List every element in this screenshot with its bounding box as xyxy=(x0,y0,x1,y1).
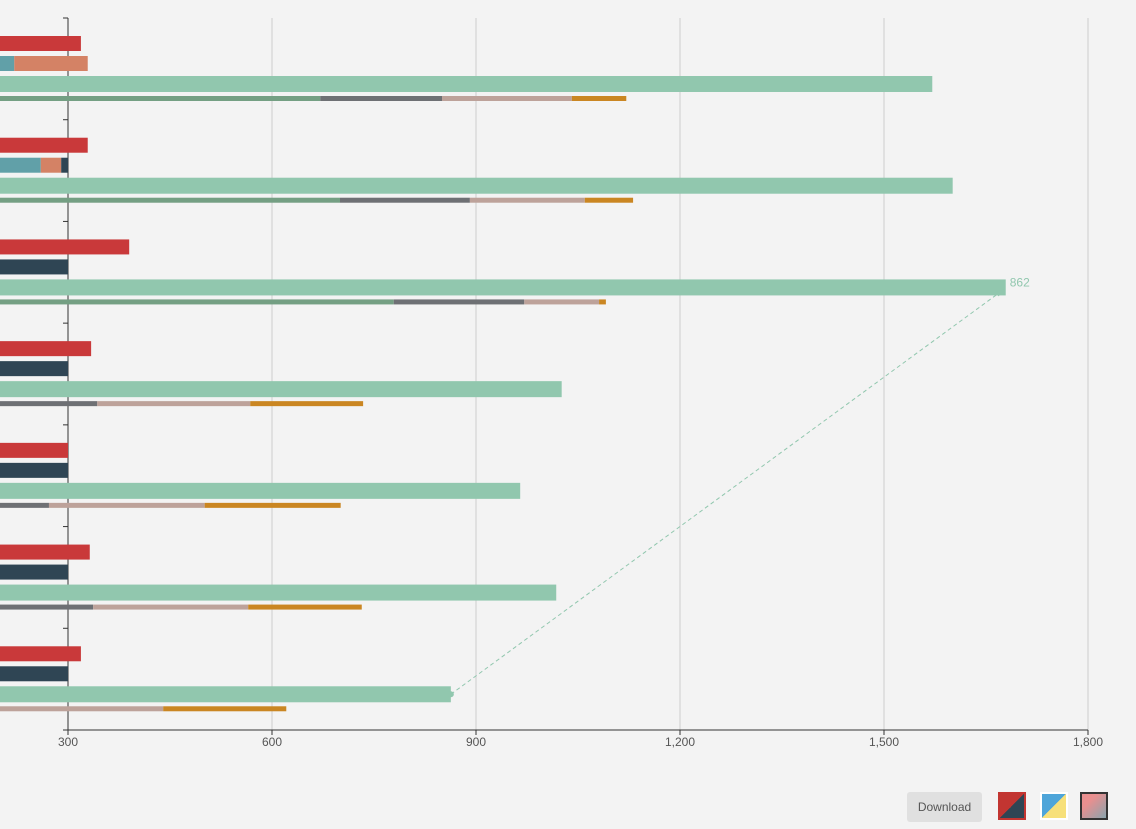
bar xyxy=(250,401,364,407)
bar xyxy=(204,502,341,508)
bar xyxy=(0,646,81,662)
bar xyxy=(0,482,521,499)
theme-swatch[interactable] xyxy=(998,792,1026,820)
bar xyxy=(0,36,81,51)
bar xyxy=(0,502,49,508)
bar xyxy=(442,96,572,101)
bar xyxy=(0,56,15,71)
x-tick-label: 1,500 xyxy=(869,735,899,749)
bar xyxy=(14,56,88,71)
bar xyxy=(0,706,164,712)
bar xyxy=(0,584,557,601)
bar xyxy=(0,401,98,407)
annotation-line xyxy=(450,292,1001,695)
bar xyxy=(0,299,394,305)
bar xyxy=(0,666,68,682)
bar xyxy=(61,157,68,173)
theme-swatch[interactable] xyxy=(1080,792,1108,820)
bar xyxy=(0,137,88,153)
bar xyxy=(0,381,562,398)
x-tick-label: 1,200 xyxy=(665,735,695,749)
bar xyxy=(0,361,68,377)
bar xyxy=(0,259,68,275)
bar xyxy=(0,157,41,173)
bar xyxy=(599,299,606,305)
bar xyxy=(571,96,627,101)
bar xyxy=(0,462,68,478)
bar xyxy=(93,604,249,610)
bar xyxy=(40,157,62,173)
x-tick-label: 1,800 xyxy=(1073,735,1103,749)
x-tick-label: 600 xyxy=(262,735,282,749)
x-tick-label: 300 xyxy=(58,735,78,749)
bar xyxy=(163,706,287,712)
bar xyxy=(0,239,130,255)
bar xyxy=(0,279,1006,296)
bar xyxy=(97,401,251,407)
bar xyxy=(0,564,68,580)
annotation: 862 xyxy=(1010,276,1030,290)
bar xyxy=(393,299,525,305)
bar xyxy=(584,197,634,203)
bar xyxy=(0,76,933,92)
x-tick-label: 900 xyxy=(466,735,486,749)
bar xyxy=(0,341,92,357)
bar xyxy=(0,544,90,560)
theme-swatch[interactable] xyxy=(1040,792,1068,820)
bar xyxy=(320,96,442,101)
bar xyxy=(0,177,953,194)
bar xyxy=(340,197,470,203)
bar xyxy=(524,299,600,305)
bar xyxy=(0,197,340,203)
bar xyxy=(48,502,205,508)
bar xyxy=(0,686,451,703)
bar xyxy=(0,604,94,610)
bar xyxy=(469,197,585,203)
bar xyxy=(0,442,68,458)
bar xyxy=(248,604,362,610)
download-button[interactable]: Download xyxy=(907,792,982,822)
annotation-arrow xyxy=(994,289,1004,297)
annotation-marker xyxy=(447,691,454,698)
bar xyxy=(0,96,321,101)
